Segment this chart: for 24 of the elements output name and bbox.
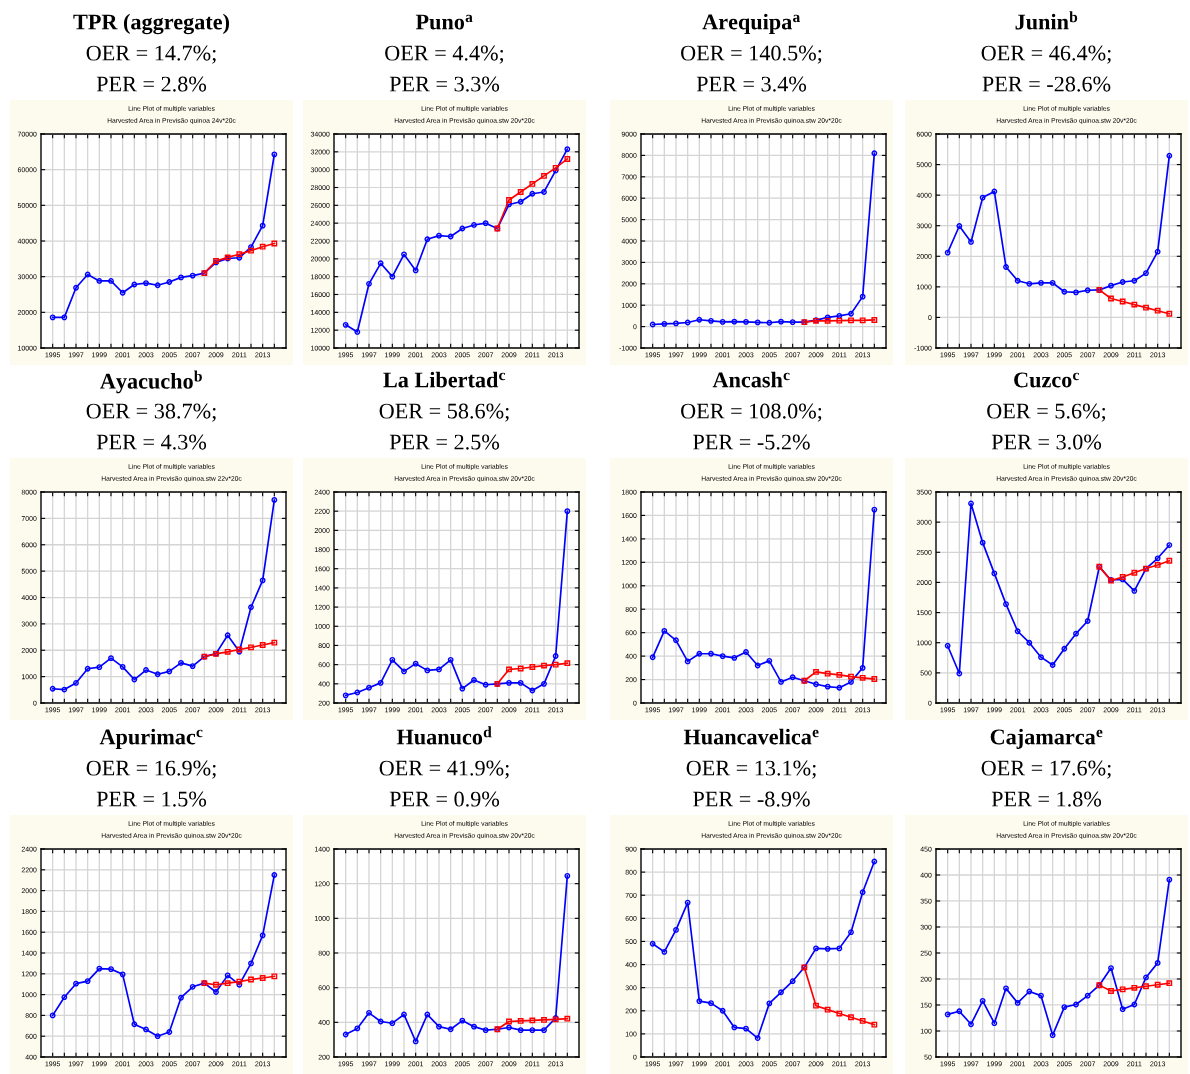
chart-title: Ayacucho$^{b}$ <box>100 370 202 394</box>
chart-title: Junin$^{b}$ <box>1015 11 1078 30</box>
chart-subtitle: OER = 4.4%; PER = 3.3% <box>385 45 504 92</box>
chart-subtitle: OER = 41.9%; PER = 0.9% <box>379 760 509 807</box>
chart-subtitle: OER = 46.4%; PER = -28.6% <box>981 45 1111 92</box>
chart-subtitle: OER = 108.0%; PER = -5.2% <box>681 403 822 450</box>
chart-subtitle: OER = 38.7%; PER = 4.3% <box>86 403 216 450</box>
chart-title: Huancavelica$^{e}$ <box>683 728 819 745</box>
chart-title: Ancash$^{c}$ <box>712 371 790 388</box>
chart-subtitle: OER = 140.5%; PER = 3.4% <box>681 45 822 92</box>
chart-title: Huanuco$^{d}$ <box>396 726 492 745</box>
chart-subtitle: OER = 13.1%; PER = -8.9% <box>686 760 816 807</box>
chart-title: Puno$^{a}$ <box>415 14 473 30</box>
chart-title: Apurimac$^{c}$ <box>99 728 203 749</box>
chart-title: Arequipa$^{a}$ <box>702 13 801 34</box>
chart-subtitle: OER = 17.6%; PER = 1.8% <box>981 760 1111 807</box>
chart-title: La Libertad$^{c}$ <box>383 371 506 388</box>
chart-subtitle: OER = 16.9%; PER = 1.5% <box>86 760 216 807</box>
chart-title: TPR (aggregate) <box>73 13 229 35</box>
chart-title: Cuzco$^{c}$ <box>1014 372 1079 388</box>
chart-subtitle: OER = 5.6%; PER = 3.0% <box>987 403 1106 450</box>
chart-title: Cajamarca$^{e}$ <box>990 728 1103 749</box>
chart-subtitle: OER = 58.6%; PER = 2.5% <box>379 403 509 450</box>
chart-subtitle: OER = 14.7%; PER = 2.8% <box>86 45 216 92</box>
